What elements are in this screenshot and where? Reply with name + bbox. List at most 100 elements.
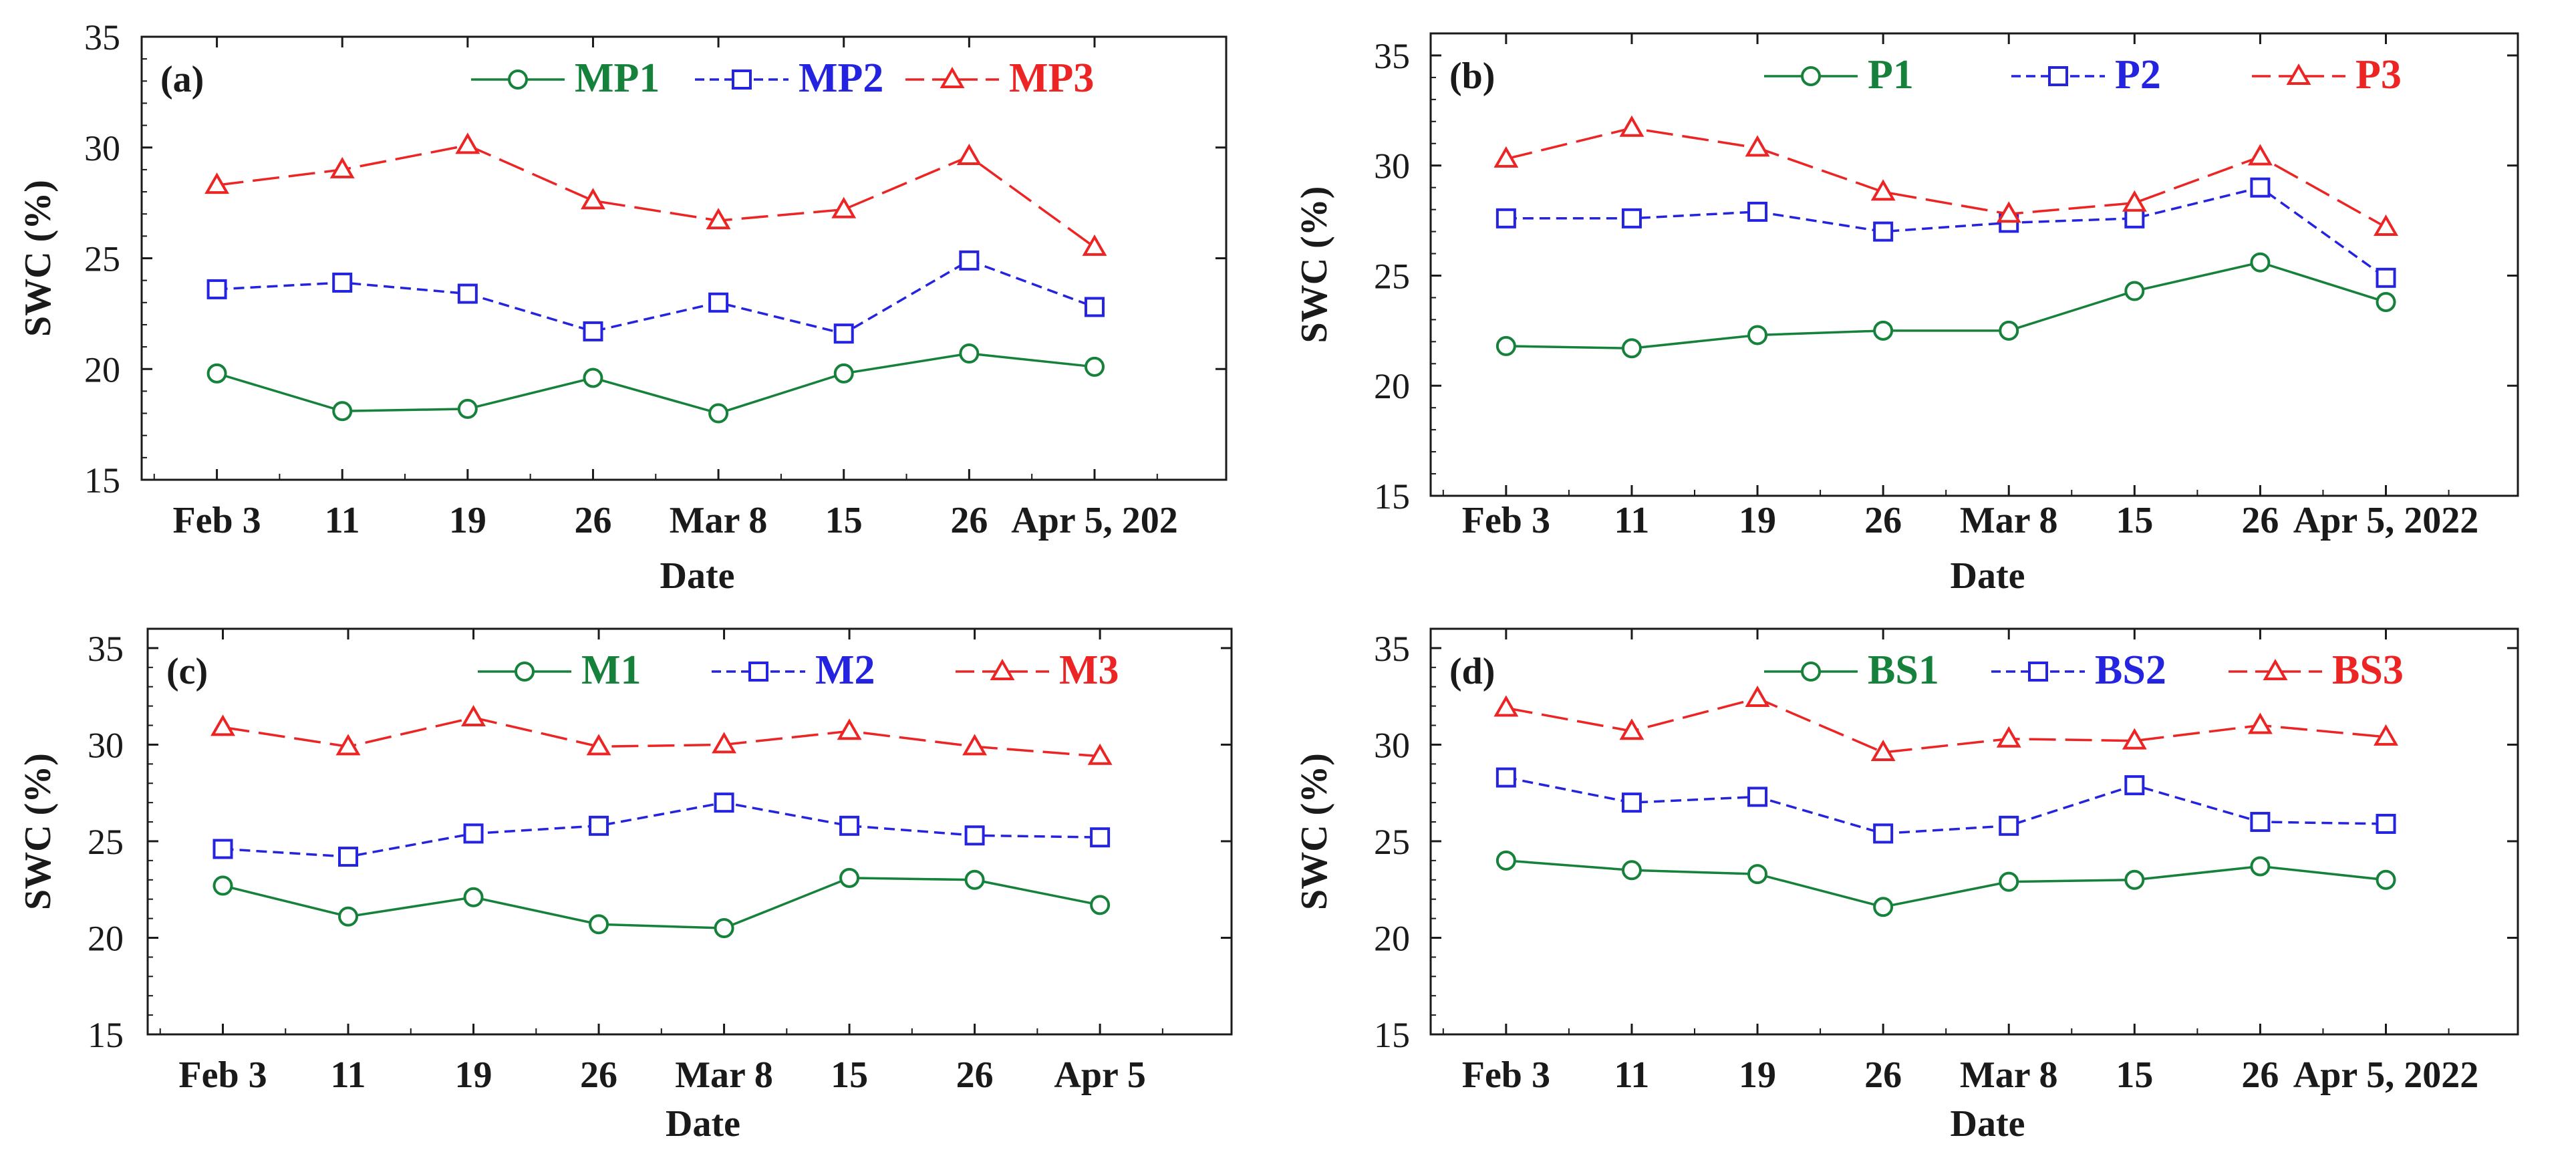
data-point [1745,135,1770,157]
y-tick-label: 15 [1374,476,1410,517]
x-tick-label: Apr 5, 2022 [2293,500,2478,541]
data-point [1493,146,1519,168]
series-MP1 [206,343,1105,424]
data-point [1870,179,1896,201]
data-point [1084,356,1105,377]
y-tick-label: 25 [84,239,120,279]
data-point [204,172,230,194]
data-point [1621,338,1642,359]
legend-label: MP3 [1009,55,1094,101]
data-point [1745,686,1770,708]
plot-frame [1429,627,2519,1036]
x-tick-label: 11 [331,1054,366,1096]
data-point [956,144,982,166]
series-MP3 [204,132,1107,256]
legend-label: MP1 [575,55,660,101]
data-point [2250,812,2271,833]
legend-item-BS1: BS1 [1764,647,1939,693]
series-P2 [1495,177,2396,288]
legend-marker [508,69,528,90]
series-P1 [1495,252,2396,359]
legend-label: P2 [2115,52,2161,98]
legend-label: BS3 [2332,647,2404,693]
legend-marker [940,66,965,88]
x-tick-label: Feb 3 [178,1054,267,1096]
legend-item-M3: M3 [956,647,1119,693]
data-point [1621,792,1642,813]
data-point [329,156,355,178]
data-point [1493,695,1519,717]
x-tick-label: 26 [1864,1054,1902,1096]
data-point [1495,335,1516,356]
y-axis-title: SWC (%) [17,753,59,910]
y-tick-label: 15 [84,460,120,500]
data-point [833,363,854,384]
legend-marker [2028,662,2048,682]
y-tick-label: 35 [1374,629,1410,669]
data-point [2124,281,2145,301]
data-point [708,292,729,313]
legend-item-MP3: MP3 [905,55,1094,101]
x-axis-title: Date [666,1103,740,1145]
data-point [2122,190,2147,212]
series-M2 [212,792,1111,867]
data-point [1873,823,1894,844]
data-point [2250,856,2271,877]
x-tick-label: Mar 8 [1960,500,2058,541]
legend-item-MP1: MP1 [471,55,660,101]
data-point [583,321,603,341]
data-point [1999,871,2019,892]
y-tick-label: 30 [1374,146,1410,186]
x-tick-label: 15 [2116,500,2153,541]
series-M3 [210,704,1113,765]
x-tick-label: Feb 3 [1462,1054,1550,1096]
y-tick-label: 35 [1374,36,1410,76]
data-point [1873,221,1894,242]
data-point [1621,860,1642,881]
data-point [1090,895,1111,915]
y-axis-title: SWC (%) [1294,753,1335,910]
x-tick-label: 19 [1739,1054,1776,1096]
chart-panel-3: 15 20 25 30 35 Feb 3 11 19 26 Mar 8 15 26 Apr 5 Date S… [17,627,1233,1145]
data-point [1873,897,1894,917]
x-tick-label: 26 [2241,500,2279,541]
x-tick-label: Feb 3 [172,500,261,541]
series-M1 [212,867,1111,939]
data-point [959,250,980,271]
x-tick-label: Mar 8 [1960,1054,2058,1096]
data-point [2250,252,2271,273]
data-point [833,323,854,344]
x-tick-label: 19 [449,500,486,541]
series-BS1 [1495,850,2396,917]
data-point [962,734,988,756]
data-point [1747,864,1768,885]
chart-panel-2: 15 20 25 30 35 Feb 3 11 19 26 Mar 8 15 26 Apr 5, 202… [1294,32,2519,597]
plot-frame [140,35,1228,481]
data-point [1996,726,2021,748]
legend-item-BS3: BS3 [2229,647,2404,693]
data-point [2124,208,2145,229]
data-point [1870,739,1896,761]
plot-frame [146,627,1233,1036]
data-point [1747,325,1768,345]
chart-panel-1: 15 20 25 30 35 Feb 3 11 19 26 Mar 8 15 26 Apr 5, 202… [17,17,1228,597]
data-point [1621,208,1642,229]
x-tick-label: 11 [1614,500,1649,541]
series-line [1506,261,2387,349]
data-point [206,279,227,299]
data-point [706,208,731,230]
y-axis-title: SWC (%) [1294,186,1335,343]
x-tick-label: Apr 5 [1054,1054,1145,1096]
data-point [586,734,611,756]
y-tick-label: 15 [88,1015,124,1055]
series-line [217,352,1095,415]
data-point [581,188,605,210]
legend-marker [1801,66,1821,86]
y-axis-title: SWC (%) [17,180,59,337]
panel-label: (c) [166,651,208,692]
x-axis-title: Date [1951,1103,2025,1145]
plot-frame [1429,32,2519,497]
x-tick-label: 26 [950,500,988,541]
series-line [217,144,1096,249]
data-point [959,343,980,364]
